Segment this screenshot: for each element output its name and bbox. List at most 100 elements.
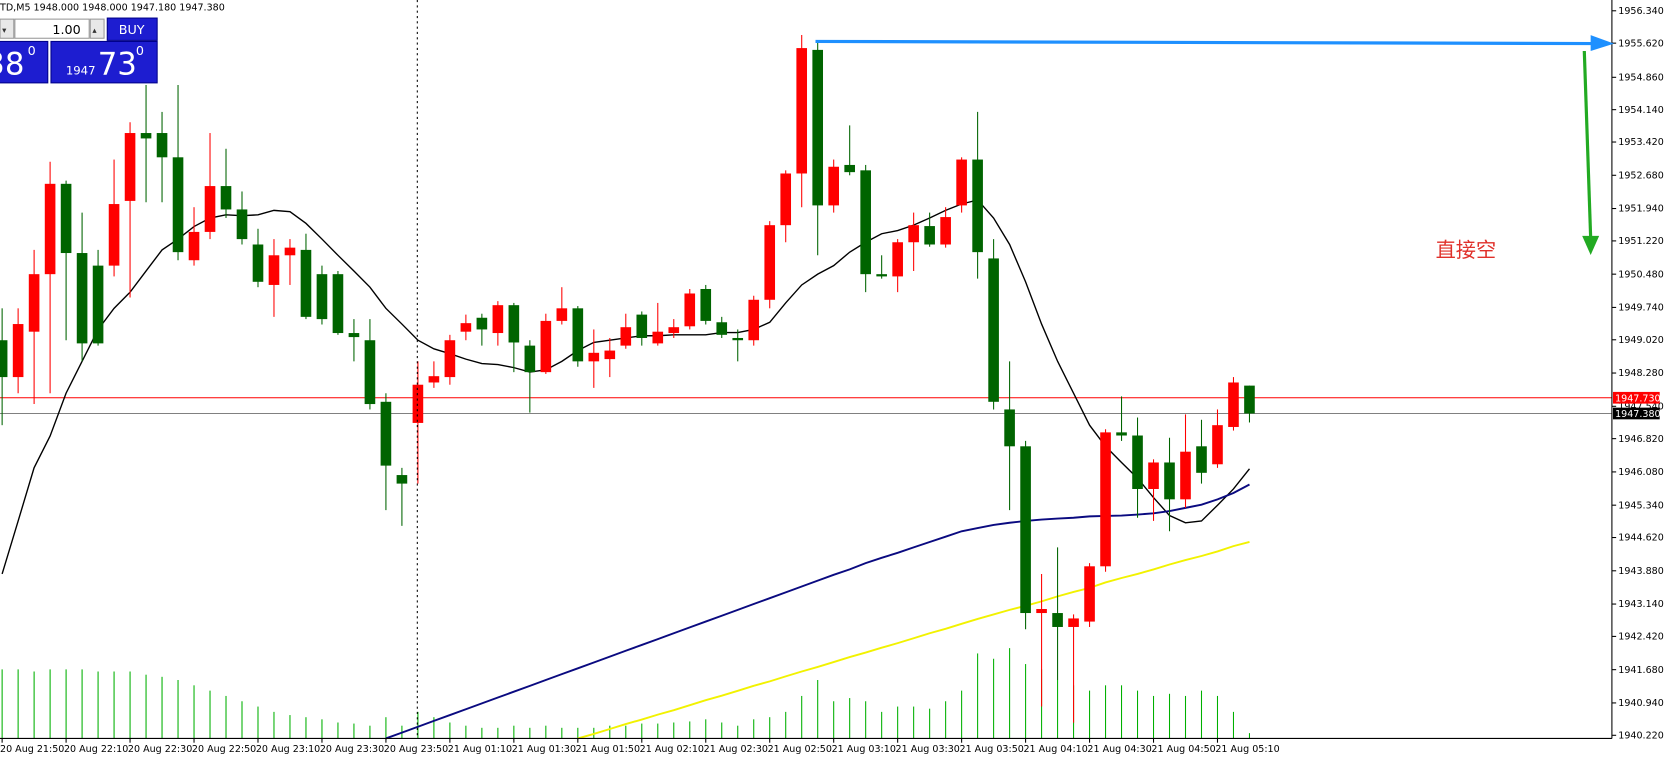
candle-body bbox=[60, 183, 72, 254]
candle-body bbox=[956, 159, 967, 206]
candle-body bbox=[1020, 446, 1031, 614]
candle-body bbox=[284, 247, 296, 256]
candle-body bbox=[0, 340, 8, 378]
candle-body bbox=[12, 324, 24, 378]
buy-button-label: BUY bbox=[119, 23, 145, 38]
y-tick-label: 1951.220 bbox=[1618, 236, 1664, 247]
candle-body bbox=[172, 157, 184, 253]
ask-box bbox=[1612, 391, 1660, 404]
candle-body bbox=[1212, 425, 1223, 465]
blue-arrow-head bbox=[1590, 35, 1615, 51]
candle-body bbox=[380, 401, 392, 466]
lot-value: 1.00 bbox=[52, 23, 80, 38]
x-tick-label: 21 Aug 03:50 bbox=[959, 744, 1023, 755]
y-tick-label: 1953.420 bbox=[1618, 137, 1664, 148]
x-tick-label: 21 Aug 01:30 bbox=[512, 744, 576, 755]
candle-body bbox=[940, 217, 951, 245]
candle-body bbox=[124, 133, 136, 201]
x-tick-label: 21 Aug 01:10 bbox=[448, 744, 512, 755]
sell-price-box[interactable] bbox=[0, 40, 49, 84]
x-tick-label: 21 Aug 03:30 bbox=[896, 744, 960, 755]
y-tick-label: 1950.480 bbox=[1618, 269, 1664, 280]
green-arrow bbox=[1582, 50, 1593, 239]
buy-price-sup: 0 bbox=[136, 44, 144, 59]
candle-body bbox=[972, 159, 983, 253]
sell-price: 38 bbox=[0, 46, 24, 82]
candle-body bbox=[684, 293, 696, 327]
candle-body bbox=[1068, 618, 1079, 627]
candle-body bbox=[1084, 566, 1095, 622]
lot-input[interactable] bbox=[14, 18, 90, 39]
candle-body bbox=[300, 249, 312, 317]
x-tick-label: 21 Aug 02:50 bbox=[768, 744, 832, 755]
buy-price: 73 bbox=[98, 46, 137, 82]
y-tick-label: 1948.280 bbox=[1618, 368, 1664, 379]
candle-body bbox=[524, 345, 536, 373]
candle-body bbox=[444, 340, 456, 378]
x-tick-label: 21 Aug 04:50 bbox=[1151, 744, 1215, 755]
candle-body bbox=[492, 305, 504, 334]
y-tick-label: 1955.620 bbox=[1618, 38, 1664, 49]
candle-body bbox=[844, 164, 855, 173]
candle-body bbox=[220, 186, 232, 210]
x-tick-label: 20 Aug 23:30 bbox=[320, 744, 384, 755]
candle-body bbox=[556, 308, 568, 321]
header-title: TD,M5 1948.000 1948.000 1947.180 1947.38… bbox=[0, 3, 225, 14]
y-tick-label: 1946.080 bbox=[1618, 467, 1664, 478]
x-tick-label: 20 Aug 23:10 bbox=[256, 744, 320, 755]
candle-body bbox=[1116, 432, 1127, 436]
lot-down[interactable] bbox=[0, 18, 15, 39]
ma-line bbox=[577, 541, 1250, 740]
candle-body bbox=[1148, 462, 1159, 489]
candle-body bbox=[764, 225, 776, 300]
candle-body bbox=[732, 337, 744, 341]
bid-box bbox=[1612, 407, 1660, 420]
y-tick-label: 1940.940 bbox=[1618, 698, 1664, 709]
x-tick-label: 21 Aug 02:30 bbox=[704, 744, 768, 755]
candle-body bbox=[1100, 432, 1111, 567]
y-tick-label: 1942.420 bbox=[1618, 632, 1664, 643]
candle-body bbox=[796, 48, 808, 174]
candle-body bbox=[140, 133, 152, 139]
candle-body bbox=[780, 173, 792, 226]
annotation: 直接空 bbox=[1436, 238, 1496, 262]
candle-body bbox=[316, 274, 328, 320]
lot-up[interactable] bbox=[89, 18, 105, 39]
candle-body bbox=[652, 331, 664, 344]
candle-body bbox=[716, 322, 728, 335]
buy-button[interactable] bbox=[106, 17, 158, 41]
lot-down-icon: ▾ bbox=[2, 26, 7, 36]
candle-body bbox=[44, 183, 56, 275]
candle-body bbox=[892, 242, 903, 277]
candle-body bbox=[1132, 435, 1143, 489]
candle-body bbox=[988, 258, 999, 402]
candle-body bbox=[1004, 409, 1015, 447]
y-tick-label: 1947.540 bbox=[1618, 401, 1664, 412]
candle-body bbox=[620, 327, 632, 346]
y-tick-label: 1952.680 bbox=[1618, 170, 1664, 181]
y-tick-label: 1949.740 bbox=[1618, 303, 1664, 314]
bid-label: 1947.380 bbox=[1615, 409, 1661, 420]
y-tick-label: 1940.220 bbox=[1618, 730, 1664, 741]
candle-body bbox=[540, 320, 552, 373]
candle-body bbox=[636, 314, 648, 338]
y-tick-label: 1949.020 bbox=[1618, 335, 1664, 346]
candle-body bbox=[860, 170, 871, 275]
candle-body bbox=[460, 323, 472, 332]
candle-body bbox=[1164, 462, 1175, 500]
candle-body bbox=[188, 231, 200, 261]
candle-body bbox=[1196, 446, 1207, 473]
buy-price-box[interactable] bbox=[50, 40, 158, 84]
x-tick-label: 20 Aug 22:30 bbox=[128, 744, 192, 755]
axes: 1956.340 1955.620 1954.860 1954.140 1953.420… bbox=[0, 6, 1664, 755]
candle-body bbox=[428, 376, 440, 383]
x-tick-label: 20 Aug 23:50 bbox=[384, 744, 448, 755]
green-arrow-head bbox=[1582, 235, 1600, 255]
candle-body bbox=[348, 333, 360, 338]
candle-body bbox=[1180, 451, 1191, 500]
x-tick-label: 21 Aug 03:10 bbox=[832, 744, 896, 755]
candle-body bbox=[588, 352, 600, 362]
x-tick-label: 21 Aug 04:10 bbox=[1023, 744, 1087, 755]
